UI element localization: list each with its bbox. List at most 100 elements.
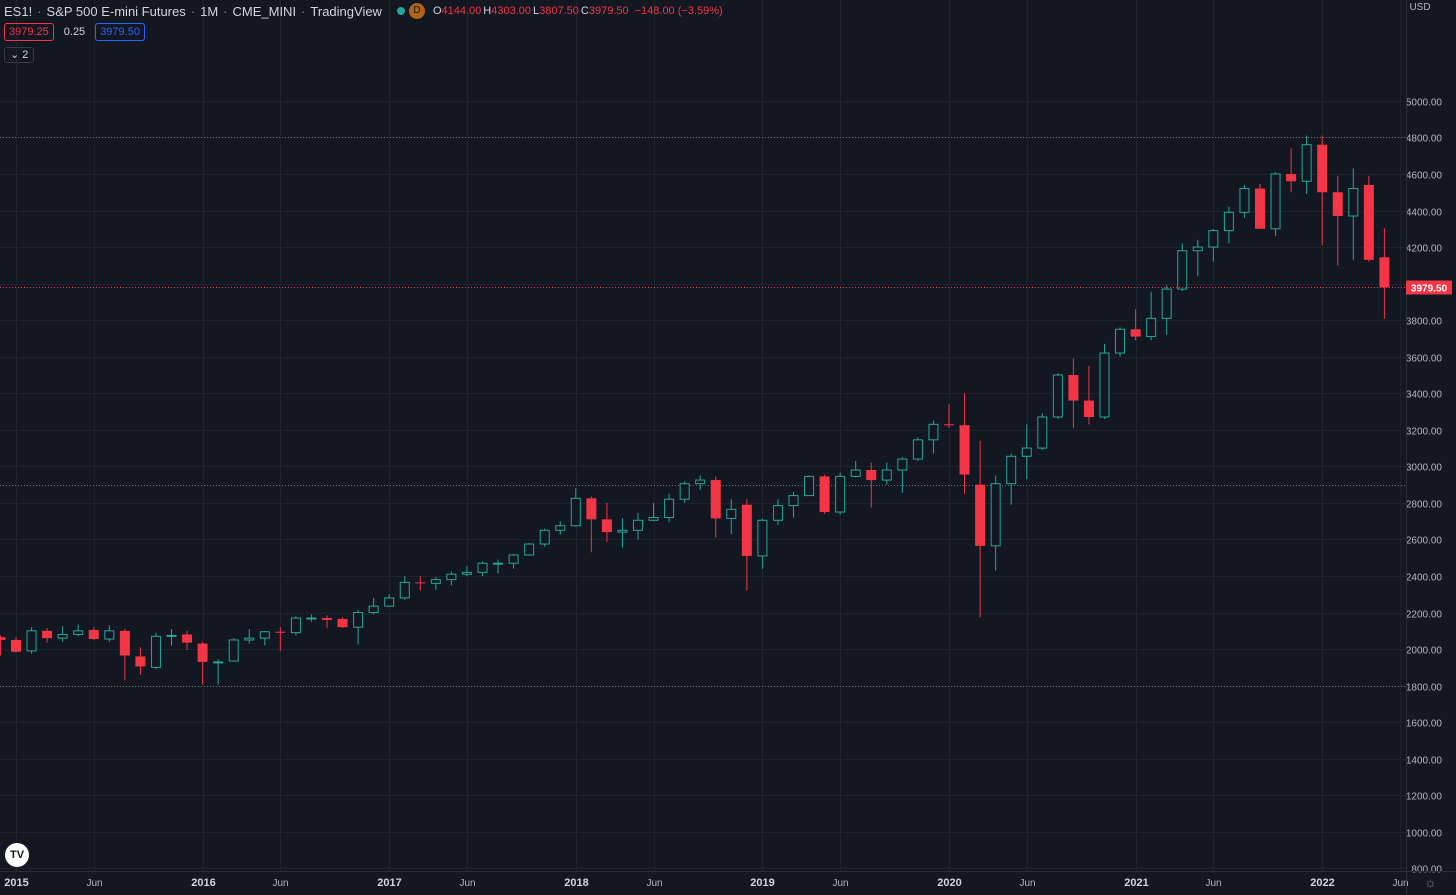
candle-up	[881, 462, 892, 485]
candle-body	[353, 612, 364, 628]
high-value: 4303.00	[491, 5, 531, 17]
candle-down	[182, 630, 193, 651]
open-value: 4144.00	[441, 5, 482, 17]
y-tick-label: 2200.00	[1406, 610, 1443, 621]
candle-up	[772, 499, 783, 525]
candle-up	[259, 630, 270, 646]
y-tick-label: 2400.00	[1406, 573, 1443, 584]
candle-body	[1115, 328, 1126, 354]
candle-body	[648, 517, 659, 521]
candle-body	[912, 439, 923, 460]
candle-body	[1317, 144, 1328, 193]
candle-down	[1317, 135, 1328, 246]
candle-body	[1208, 230, 1219, 248]
candle-up	[73, 624, 84, 637]
candle-body	[866, 470, 877, 481]
candle-up	[399, 576, 410, 600]
candle-body	[26, 630, 37, 652]
last-price-label: 3979.50	[1411, 284, 1448, 295]
y-tick-label: 1000.00	[1406, 829, 1443, 840]
candle-body	[1177, 250, 1188, 290]
candle-body	[166, 634, 177, 637]
candle-body	[1083, 400, 1094, 418]
candle-body	[42, 630, 53, 639]
candle-body	[275, 631, 286, 633]
candle-body	[493, 562, 504, 565]
candle-body	[368, 605, 379, 614]
candle-body	[928, 423, 939, 441]
ohlc-low: L3807.50	[533, 5, 579, 17]
x-tick-label: 2017	[377, 877, 401, 889]
candle-body	[135, 656, 146, 667]
candle-body	[1161, 288, 1172, 319]
candle-body	[290, 617, 301, 634]
candle-body	[384, 597, 395, 607]
candle-body	[88, 629, 99, 640]
candle-up	[1115, 327, 1126, 357]
collapse-indicators-button[interactable]: ⌄ 2	[4, 47, 35, 63]
candle-body	[695, 479, 706, 485]
candle-down	[1130, 309, 1141, 341]
candle-up	[508, 554, 519, 569]
y-tick-label: 1600.00	[1406, 719, 1443, 730]
symbol-name: S&P 500 E-mini Futures	[46, 3, 186, 19]
x-tick-label: Jun	[1019, 878, 1035, 889]
symbol-ticker[interactable]: ES1!	[4, 3, 33, 19]
candle-up	[835, 472, 846, 515]
candle-up	[1052, 373, 1063, 419]
candle-body	[430, 579, 441, 584]
candle-up	[679, 480, 690, 503]
candles-group	[0, 135, 1390, 685]
interval-label[interactable]: 1M	[200, 3, 219, 19]
candle-up	[1223, 206, 1234, 244]
candle-body	[104, 630, 115, 640]
candle-body	[213, 661, 224, 664]
candle-down	[1363, 175, 1374, 262]
candle-up	[555, 521, 566, 535]
candle-up	[1239, 184, 1250, 218]
candle-body	[446, 573, 457, 581]
candle-up	[166, 628, 177, 646]
candle-body	[197, 643, 208, 662]
candle-body	[959, 425, 970, 475]
candle-down	[866, 462, 877, 508]
candle-up	[213, 659, 224, 685]
y-tick-label: 4400.00	[1406, 208, 1443, 219]
candle-body	[182, 634, 193, 643]
x-tick-label: Jun	[272, 878, 288, 889]
settings-gear-icon[interactable]: ☼	[1424, 874, 1437, 890]
y-tick-label: 3400.00	[1406, 390, 1443, 401]
candle-body	[1052, 374, 1063, 418]
low-label: L	[533, 5, 540, 17]
candle-up	[477, 561, 488, 576]
candle-body	[244, 637, 255, 641]
candle-up	[1037, 413, 1048, 450]
change-value: −148.00 (−3.59%)	[634, 5, 723, 17]
candle-body	[477, 562, 488, 573]
candle-up	[384, 594, 395, 608]
sell-price-button[interactable]: 3979.25	[4, 23, 54, 41]
ohlc-high: H4303.00	[483, 5, 531, 17]
candle-down	[88, 627, 99, 640]
candle-body	[415, 582, 426, 584]
candle-body	[1146, 317, 1157, 338]
x-tick-label: 2019	[750, 877, 774, 889]
candle-down	[959, 393, 970, 494]
candle-body	[710, 480, 721, 519]
candle-down	[1286, 148, 1297, 193]
candle-body	[1379, 257, 1390, 288]
spread-value: 0.25	[63, 26, 86, 38]
candle-up	[493, 559, 504, 574]
candle-up	[1006, 453, 1017, 505]
y-tick-label: 4200.00	[1406, 244, 1443, 255]
tradingview-logo-icon[interactable]: TV	[5, 843, 29, 867]
candle-body	[1021, 447, 1032, 457]
delayed-badge[interactable]: D	[408, 3, 425, 19]
x-tick-label: 2016	[191, 877, 215, 889]
candle-up	[928, 420, 939, 454]
candle-up	[788, 491, 799, 518]
buy-price-button[interactable]: 3979.50	[95, 23, 145, 41]
candle-down	[322, 615, 332, 629]
candle-body	[228, 639, 239, 662]
